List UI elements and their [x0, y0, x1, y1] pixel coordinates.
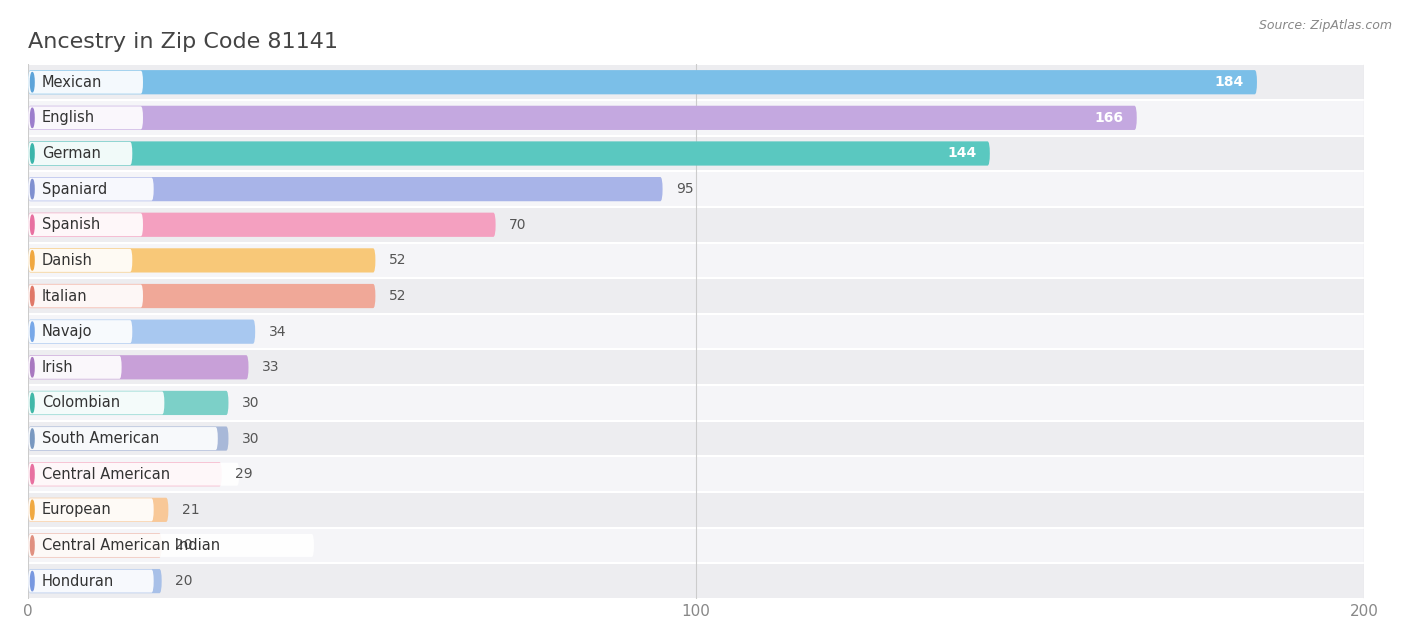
FancyBboxPatch shape [28, 355, 249, 379]
Text: 34: 34 [269, 325, 285, 339]
Bar [28, 207, 1364, 243]
FancyBboxPatch shape [28, 427, 218, 450]
FancyBboxPatch shape [28, 462, 239, 486]
Bar [28, 492, 1364, 527]
Text: 166: 166 [1094, 111, 1123, 125]
FancyBboxPatch shape [28, 71, 143, 94]
Bar [28, 421, 1364, 457]
FancyBboxPatch shape [28, 498, 169, 522]
FancyBboxPatch shape [28, 569, 162, 593]
FancyBboxPatch shape [28, 106, 143, 129]
Text: 33: 33 [262, 360, 280, 374]
Text: 70: 70 [509, 218, 526, 232]
Circle shape [31, 144, 34, 163]
Text: Ancestry in Zip Code 81141: Ancestry in Zip Code 81141 [28, 32, 337, 52]
FancyBboxPatch shape [28, 569, 153, 592]
Bar [28, 64, 1364, 100]
Text: South American: South American [42, 431, 159, 446]
Bar [28, 171, 1364, 207]
Text: 30: 30 [242, 431, 259, 446]
Circle shape [31, 429, 34, 448]
Circle shape [31, 73, 34, 92]
FancyBboxPatch shape [28, 142, 132, 165]
Bar [28, 564, 1364, 599]
FancyBboxPatch shape [28, 213, 143, 236]
Bar [28, 278, 1364, 314]
Text: Danish: Danish [42, 253, 93, 268]
Text: Colombian: Colombian [42, 395, 121, 410]
FancyBboxPatch shape [28, 391, 229, 415]
FancyBboxPatch shape [28, 320, 132, 343]
Text: European: European [42, 502, 112, 517]
Bar [28, 385, 1364, 421]
FancyBboxPatch shape [28, 462, 222, 486]
Text: Central American: Central American [42, 467, 170, 482]
FancyBboxPatch shape [28, 142, 990, 166]
FancyBboxPatch shape [28, 355, 122, 379]
Bar [28, 527, 1364, 564]
FancyBboxPatch shape [28, 106, 1136, 130]
Bar [28, 100, 1364, 136]
Text: 20: 20 [176, 538, 193, 553]
FancyBboxPatch shape [28, 177, 662, 201]
Text: Navajo: Navajo [42, 324, 93, 339]
FancyBboxPatch shape [28, 392, 165, 415]
Circle shape [31, 287, 34, 306]
Text: Italian: Italian [42, 289, 87, 303]
Bar [28, 314, 1364, 350]
Circle shape [31, 536, 34, 555]
Bar [28, 457, 1364, 492]
FancyBboxPatch shape [28, 498, 153, 522]
Text: 52: 52 [388, 289, 406, 303]
Text: 52: 52 [388, 253, 406, 267]
FancyBboxPatch shape [28, 534, 314, 557]
Text: Spanish: Spanish [42, 217, 100, 232]
Text: Irish: Irish [42, 360, 73, 375]
FancyBboxPatch shape [28, 249, 132, 272]
FancyBboxPatch shape [28, 213, 496, 237]
Bar [28, 350, 1364, 385]
Text: 95: 95 [676, 182, 693, 196]
Circle shape [31, 357, 34, 377]
Text: Spaniard: Spaniard [42, 182, 107, 196]
Text: 30: 30 [242, 396, 259, 410]
Text: 29: 29 [235, 467, 253, 481]
Circle shape [31, 251, 34, 270]
Circle shape [31, 571, 34, 591]
FancyBboxPatch shape [28, 70, 1257, 94]
Circle shape [31, 322, 34, 341]
Text: Source: ZipAtlas.com: Source: ZipAtlas.com [1258, 19, 1392, 32]
FancyBboxPatch shape [28, 178, 153, 201]
Circle shape [31, 393, 34, 413]
Text: 184: 184 [1215, 75, 1244, 90]
FancyBboxPatch shape [28, 533, 162, 558]
Text: 20: 20 [176, 574, 193, 588]
Text: German: German [42, 146, 101, 161]
Circle shape [31, 215, 34, 234]
FancyBboxPatch shape [28, 319, 256, 344]
FancyBboxPatch shape [28, 285, 143, 308]
Text: Mexican: Mexican [42, 75, 103, 90]
Text: Honduran: Honduran [42, 574, 114, 589]
Text: 144: 144 [948, 146, 977, 160]
Circle shape [31, 500, 34, 520]
FancyBboxPatch shape [28, 426, 229, 451]
FancyBboxPatch shape [28, 284, 375, 308]
Text: 21: 21 [181, 503, 200, 517]
Circle shape [31, 108, 34, 128]
Text: English: English [42, 110, 96, 126]
Bar [28, 243, 1364, 278]
Circle shape [31, 180, 34, 199]
Circle shape [31, 464, 34, 484]
FancyBboxPatch shape [28, 249, 375, 272]
Bar [28, 136, 1364, 171]
Text: Central American Indian: Central American Indian [42, 538, 221, 553]
